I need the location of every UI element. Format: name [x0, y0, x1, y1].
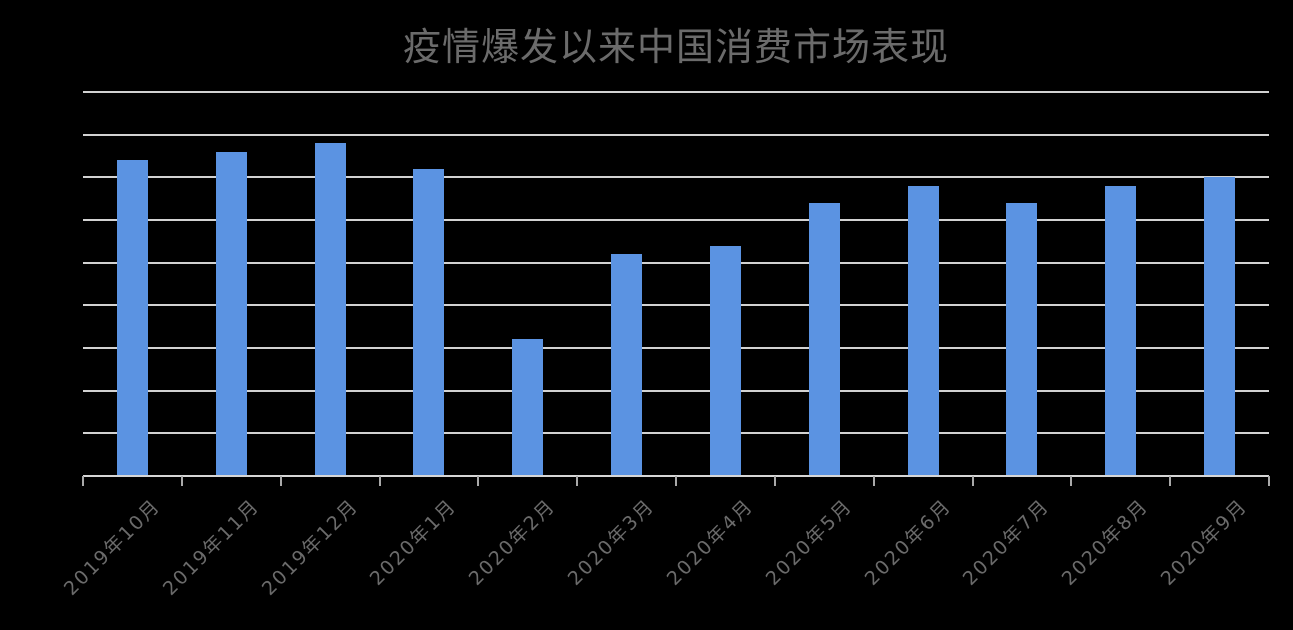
gridline	[83, 432, 1269, 435]
gridline	[83, 389, 1269, 392]
bar-2019年10月[interactable]	[116, 160, 148, 476]
x-axis-label: 2020年2月	[465, 494, 561, 590]
bar-2020年3月[interactable]	[611, 254, 643, 476]
gridline	[83, 347, 1269, 349]
x-axis-label: 2019年10月	[59, 494, 165, 600]
x-axis-tick	[773, 476, 776, 486]
x-axis-label: 2020年5月	[761, 494, 857, 590]
chart-title: 疫情爆发以来中国消费市场表现	[402, 25, 949, 69]
x-axis-label: 2019年12月	[257, 494, 363, 600]
x-axis-tick	[1268, 476, 1270, 486]
x-axis-tick	[1070, 476, 1073, 486]
x-axis-label: 2020年9月	[1156, 494, 1252, 590]
bar-2020年4月[interactable]	[709, 245, 741, 476]
x-axis-tick	[279, 476, 282, 486]
bar-2019年12月[interactable]	[314, 143, 346, 476]
plot-area: 2019年10月 2019年11月 2019年12月 2020年1月 2020年2月 20…	[60, 91, 1270, 600]
x-axis-tick	[477, 476, 480, 486]
bar-2020年5月[interactable]	[808, 202, 840, 476]
bar-2020年1月[interactable]	[413, 168, 445, 476]
bar-2020年8月[interactable]	[1105, 185, 1137, 476]
x-axis-tick	[378, 476, 381, 486]
bar-2020年9月[interactable]	[1204, 177, 1236, 476]
bar-2020年7月[interactable]	[1006, 202, 1038, 476]
x-axis-label: 2020年1月	[366, 494, 462, 590]
x-axis-label: 2020年3月	[563, 494, 659, 590]
x-axis-tick	[82, 476, 84, 486]
x-axis-tick	[1169, 476, 1172, 486]
x-axis-tick	[180, 476, 183, 486]
x-axis-label: 2020年4月	[662, 494, 758, 590]
x-axis-tick	[576, 476, 579, 486]
x-axis-label: 2020年7月	[959, 494, 1055, 590]
gridline	[83, 219, 1269, 221]
bar-2019年11月[interactable]	[215, 151, 247, 476]
gridline	[83, 176, 1269, 179]
bar-2020年6月[interactable]	[907, 185, 939, 476]
bar-2020年2月[interactable]	[512, 339, 544, 476]
gridline	[83, 91, 1269, 93]
gridline	[83, 261, 1269, 264]
x-axis-label: 2019年11月	[158, 494, 264, 600]
x-axis-tick	[872, 476, 875, 486]
x-axis-tick	[675, 476, 677, 486]
x-axis-tick	[971, 476, 974, 486]
x-axis-label: 2020年6月	[860, 494, 956, 590]
gridline	[83, 133, 1269, 136]
x-axis-label: 2020年8月	[1058, 494, 1154, 590]
gridline	[83, 304, 1269, 307]
